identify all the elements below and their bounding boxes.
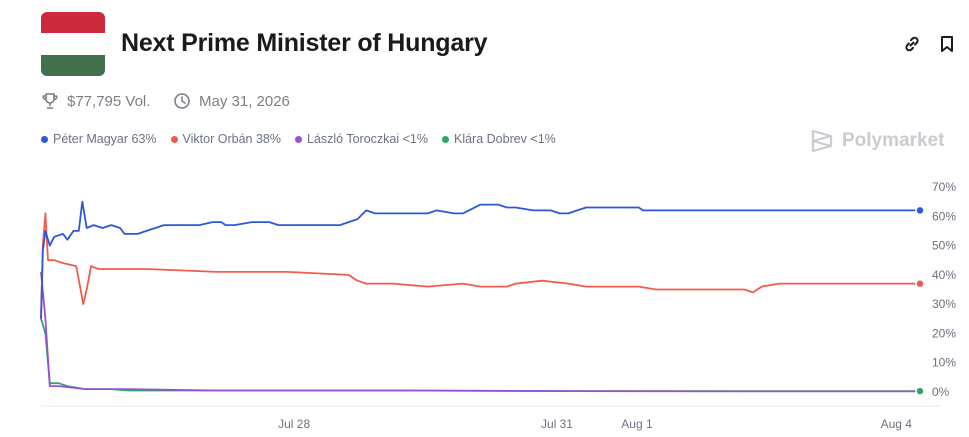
legend-dot xyxy=(441,135,449,143)
legend-label: Klára Dobrev <1% xyxy=(453,132,556,146)
y-tick-label: 70% xyxy=(932,180,956,194)
flag-stripe-green xyxy=(41,54,105,76)
series-line-3 xyxy=(40,318,920,392)
series-line-2 xyxy=(40,271,920,393)
legend-item-klara-dobrev: Klára Dobrev <1% xyxy=(441,132,556,146)
y-tick-label: 10% xyxy=(932,356,956,370)
x-tick-label: Aug 4 xyxy=(881,417,913,431)
market-header: Next Prime Minister of Hungary xyxy=(41,12,959,76)
legend-dot xyxy=(294,135,302,143)
price-chart[interactable]: 70% 60% 50% 40% 30% 20% 10% 0% Jul 28 Jul 31 Aug 1… xyxy=(0,170,969,437)
volume-stat: $77,795 Vol. xyxy=(41,92,150,110)
series-line-0 xyxy=(40,200,920,319)
series-end-marker xyxy=(915,278,925,289)
volume-text: $77,795 Vol. xyxy=(67,92,151,110)
series-end-marker xyxy=(915,205,925,216)
y-tick-label: 20% xyxy=(932,326,956,340)
brand-name: Polymarket xyxy=(842,130,945,151)
legend-item-peter-magyar: Péter Magyar 63% xyxy=(41,132,157,146)
x-tick-label: Aug 1 xyxy=(621,417,653,431)
clock-icon xyxy=(174,93,190,109)
polymarket-logo: Polymarket xyxy=(810,128,944,154)
legend-item-viktor-orban: Viktor Orbán 38% xyxy=(170,132,281,146)
legend-label: László Toroczkai <1% xyxy=(306,132,428,146)
bookmark-icon[interactable] xyxy=(937,34,957,54)
flag-stripe-red xyxy=(41,12,105,34)
link-icon[interactable] xyxy=(902,34,922,54)
x-tick-label: Jul 31 xyxy=(541,417,573,431)
polymarket-icon xyxy=(811,129,833,153)
end-date-text: May 31, 2026 xyxy=(199,92,290,110)
series-line-1 xyxy=(40,212,920,319)
trophy-icon xyxy=(42,93,58,109)
legend-dot xyxy=(170,135,178,143)
series-end-marker xyxy=(915,386,925,396)
legend-label: Péter Magyar 63% xyxy=(53,132,157,146)
flag-stripe-white xyxy=(41,33,105,55)
legend-item-laszlo-toroczkai: László Toroczkai <1% xyxy=(294,132,428,146)
legend-dot xyxy=(41,135,48,143)
chart-legend: Péter Magyar 63% Viktor Orbán 38% László… xyxy=(41,132,570,146)
legend-label: Viktor Orbán 38% xyxy=(182,132,281,146)
y-tick-label: 50% xyxy=(932,239,956,253)
y-tick-label: 60% xyxy=(932,209,956,223)
y-tick-label: 0% xyxy=(932,385,950,399)
hungary-flag-icon xyxy=(41,12,105,76)
x-tick-label: Jul 28 xyxy=(278,417,310,431)
page-title: Next Prime Minister of Hungary xyxy=(121,29,488,57)
y-tick-label: 40% xyxy=(932,268,956,282)
end-date-stat: May 31, 2026 xyxy=(173,92,290,110)
y-tick-label: 30% xyxy=(932,297,956,311)
